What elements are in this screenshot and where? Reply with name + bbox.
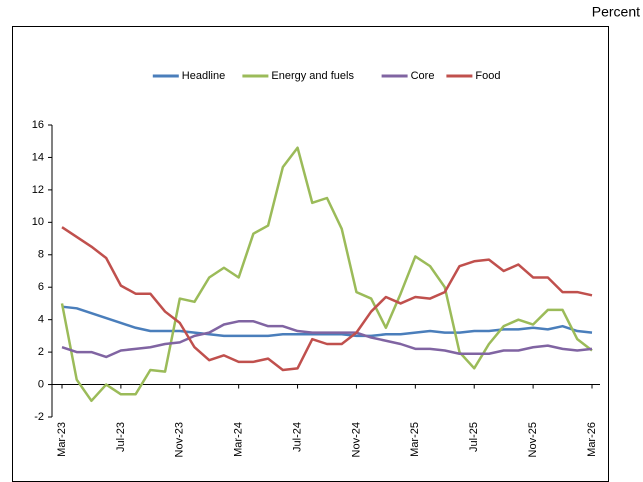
legend-label: Energy and fuels xyxy=(271,70,354,82)
series-line xyxy=(61,226,593,372)
y-tick-label: -2 xyxy=(34,411,44,423)
y-tick-label: 6 xyxy=(38,281,44,293)
unit-label: Percent xyxy=(592,4,640,20)
y-tick-label: 8 xyxy=(38,249,44,261)
legend-label: Food xyxy=(475,70,500,82)
y-tick-label: 12 xyxy=(32,184,44,196)
x-tick-label: Jul-25 xyxy=(468,422,480,452)
x-tick-label: Jul-24 xyxy=(291,422,303,452)
x-tick-label: Nov-24 xyxy=(350,422,362,457)
y-tick-label: 0 xyxy=(38,378,44,390)
legend-label: Headline xyxy=(182,70,225,82)
x-tick-label: Mar-25 xyxy=(409,422,421,457)
x-tick-label: Mar-24 xyxy=(233,422,245,457)
y-tick-label: 16 xyxy=(32,119,44,131)
y-tick-label: 4 xyxy=(38,314,44,326)
series-line xyxy=(61,320,593,359)
legend-label: Core xyxy=(411,70,435,82)
y-tick-label: 2 xyxy=(38,346,44,358)
x-tick-label: Mar-26 xyxy=(586,422,598,457)
y-tick-label: 14 xyxy=(32,151,44,163)
series-line xyxy=(60,146,593,403)
x-tick-label: Nov-23 xyxy=(174,422,186,457)
x-tick-label: Jul-23 xyxy=(115,422,127,452)
series-line xyxy=(61,305,593,338)
x-tick-label: Mar-23 xyxy=(56,422,68,457)
y-tick-label: 10 xyxy=(32,216,44,228)
x-tick-label: Nov-25 xyxy=(527,422,539,457)
